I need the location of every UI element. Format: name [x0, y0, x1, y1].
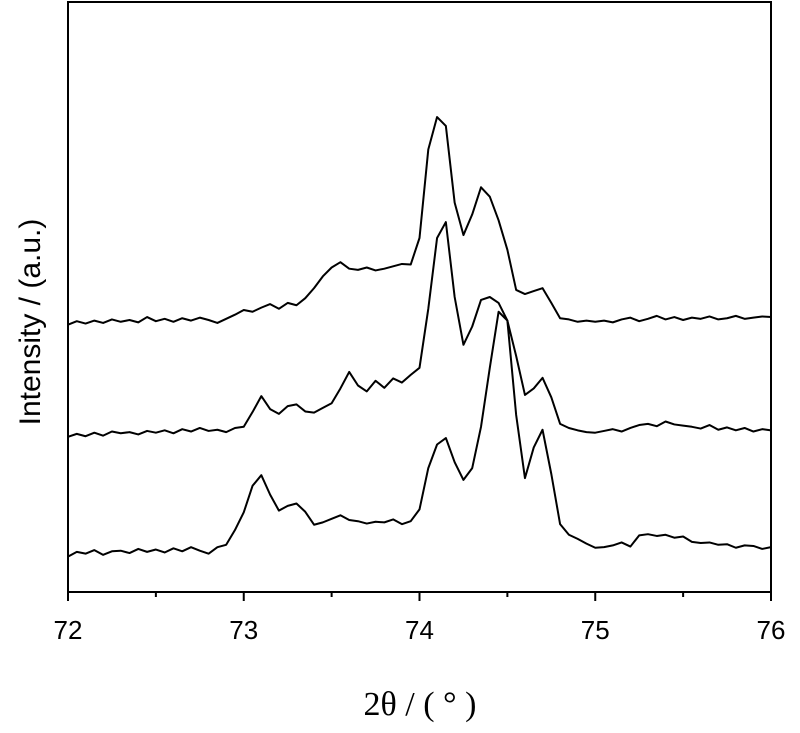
y-axis-title: Intensity / (a.u.) [14, 219, 47, 426]
x-tick-label: 76 [757, 615, 786, 645]
data-line [67, 221, 772, 438]
x-tick-label: 75 [581, 615, 610, 645]
x-tick-label: 73 [229, 615, 258, 645]
data-line [67, 310, 772, 558]
plot-frame [67, 1, 772, 593]
x-tick-label: 74 [405, 615, 434, 645]
x-axis-title: 2θ / ( ° ) [364, 686, 477, 723]
x-tick-label: 72 [54, 615, 83, 645]
data-line [67, 116, 772, 326]
